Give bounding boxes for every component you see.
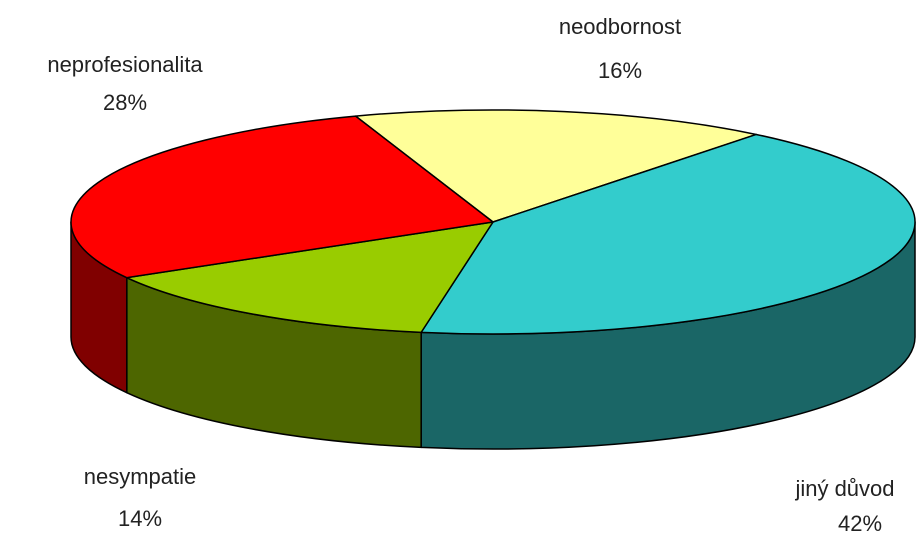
slice-value-label: 28% — [103, 90, 147, 115]
slice-label: neprofesionalita — [47, 52, 203, 77]
slice-value-label: 42% — [838, 511, 882, 535]
slice-label: neodbornost — [559, 14, 681, 39]
slice-value-label: 14% — [118, 506, 162, 531]
slice-label: nesympatie — [84, 464, 197, 489]
pie-slice — [354, 109, 758, 223]
pie-slice — [70, 115, 494, 279]
pie-slice — [420, 133, 916, 335]
slice-value-label: 16% — [598, 58, 642, 83]
slice-label: jiný důvod — [794, 476, 894, 501]
pie-slice — [126, 221, 494, 334]
